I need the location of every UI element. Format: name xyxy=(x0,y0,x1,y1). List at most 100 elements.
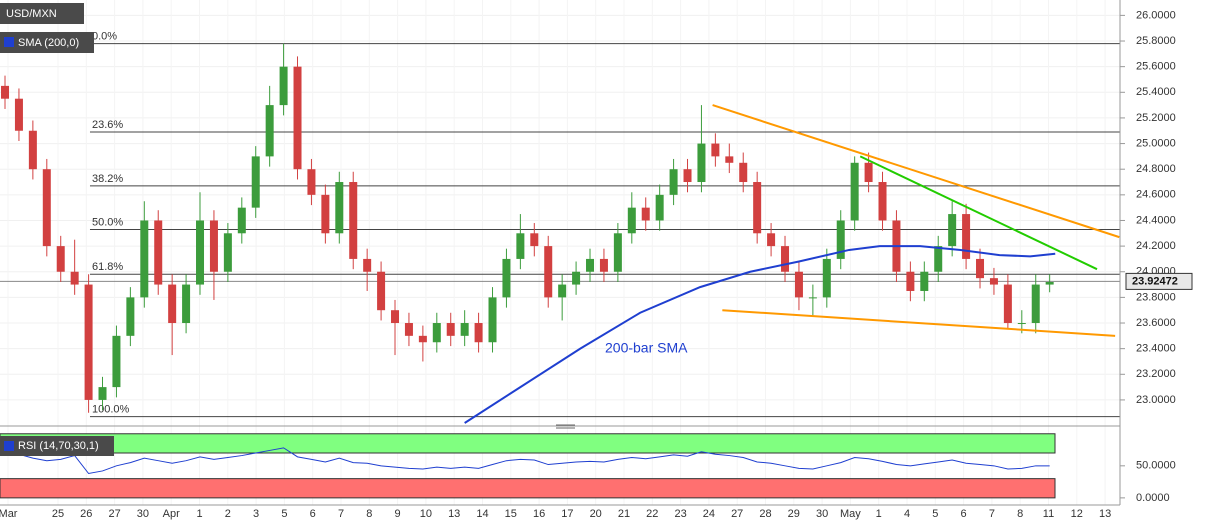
candle-body xyxy=(767,233,776,247)
x-tick-label: 27 xyxy=(108,508,120,520)
candle-body xyxy=(808,297,817,299)
y-tick-label: 23.2000 xyxy=(1136,368,1176,380)
x-tick-label: 14 xyxy=(476,508,488,520)
sma-line xyxy=(464,245,1056,424)
fib-label: 23.6% xyxy=(92,119,123,131)
candle-body xyxy=(989,278,998,285)
x-tick-label: 3 xyxy=(253,508,259,520)
x-tick-label: 20 xyxy=(590,508,602,520)
y-tick-label: 25.2000 xyxy=(1136,112,1176,124)
candle-body xyxy=(460,323,469,336)
x-tick-label: 24 xyxy=(703,508,715,520)
candle-body xyxy=(558,284,567,298)
candle-body xyxy=(864,162,873,183)
candle-body xyxy=(711,143,720,157)
candle-body xyxy=(404,323,413,336)
x-tick-label: 30 xyxy=(816,508,828,520)
candle-body xyxy=(725,156,734,163)
candle-body xyxy=(446,323,455,336)
candle-body xyxy=(56,246,65,272)
x-tick-label: 11 xyxy=(1043,508,1054,520)
candle-body xyxy=(697,143,706,183)
candle-body xyxy=(627,207,636,234)
x-tick-label: 8 xyxy=(366,508,372,520)
candle-body xyxy=(126,297,135,336)
x-tick-label: 7 xyxy=(338,508,344,520)
rsi-oversold-band xyxy=(0,478,1056,499)
candle-body xyxy=(530,233,539,247)
candle-body xyxy=(516,233,525,259)
candle-body xyxy=(307,169,316,195)
x-tick-label: 6 xyxy=(310,508,316,520)
x-tick-label: 1 xyxy=(196,508,202,520)
x-tick-label: 2 xyxy=(225,508,231,520)
trendline xyxy=(712,104,1120,239)
candle-body xyxy=(391,310,400,324)
y-tick-label: 23.6000 xyxy=(1136,317,1176,329)
last-price-label: 23.92472 xyxy=(1132,275,1178,287)
fib-label: 100.0% xyxy=(92,403,130,415)
candle-body xyxy=(683,169,692,183)
candle-body xyxy=(474,323,483,343)
candle-body xyxy=(418,335,427,343)
x-tick-label: 21 xyxy=(618,508,630,520)
x-tick-label: 7 xyxy=(989,508,995,520)
candle-body xyxy=(42,169,51,247)
trendline xyxy=(859,155,1098,271)
candle-body xyxy=(822,258,831,298)
grid xyxy=(0,0,1120,505)
candle-body xyxy=(794,271,803,298)
candle-body xyxy=(1,85,10,99)
x-tick-label: 8 xyxy=(1017,508,1023,520)
candle-body xyxy=(70,271,79,285)
candle-body xyxy=(349,182,358,259)
candle-body xyxy=(1017,323,1026,325)
x-tick-label: 27 xyxy=(731,508,743,520)
x-tick-label: 4 xyxy=(904,508,910,520)
candle-body xyxy=(265,105,274,157)
y-tick-label: 50.0000 xyxy=(1136,460,1176,472)
candle-body xyxy=(28,130,37,170)
symbol-box: USD/MXN xyxy=(0,3,84,24)
x-tick-label: 23 xyxy=(674,508,686,520)
y-tick-label: 24.2000 xyxy=(1136,240,1176,252)
candle-body xyxy=(140,220,149,298)
candle-body xyxy=(112,335,121,388)
candle-body xyxy=(84,284,93,400)
y-tick-label: 23.8000 xyxy=(1136,291,1176,303)
x-tick-label: 10 xyxy=(420,508,432,520)
candle-body xyxy=(836,220,845,259)
candle-body xyxy=(669,169,678,195)
y-tick-label: 25.4000 xyxy=(1136,86,1176,98)
candle-body xyxy=(223,233,232,272)
fib-label: 38.2% xyxy=(92,173,123,185)
x-tick-label: 30 xyxy=(137,508,149,520)
candle-body xyxy=(321,194,330,234)
candle-body xyxy=(878,182,887,221)
sma-box: SMA (200,0) xyxy=(0,32,94,53)
candle-body xyxy=(948,214,957,247)
x-tick-label: Mar xyxy=(0,508,18,520)
plot: 0.0% 23.6% 38.2% 50.0% 61.8% 100.0% 200-bar SM… xyxy=(0,30,1120,424)
candle-body xyxy=(335,182,344,234)
candle-body xyxy=(168,284,177,324)
x-tick-label: 25 xyxy=(52,508,64,520)
candle-body xyxy=(641,207,650,221)
last-price-box xyxy=(1125,272,1193,290)
candle-body xyxy=(753,182,762,234)
candle-body xyxy=(196,220,205,285)
fib-label: 61.8% xyxy=(92,261,123,273)
candle-body xyxy=(377,271,386,311)
x-tick-label: 6 xyxy=(961,508,967,520)
rsi-legend: RSI (14,70,30,1) xyxy=(18,440,99,452)
trendline xyxy=(722,309,1116,337)
candle-body xyxy=(1003,284,1012,324)
candle-body xyxy=(962,214,971,259)
candle-body xyxy=(544,246,553,298)
candle-body xyxy=(599,258,608,272)
x-tick-label: 22 xyxy=(646,508,658,520)
candle-body xyxy=(363,258,372,272)
candle-body xyxy=(781,246,790,272)
y-tick-label: 23.0000 xyxy=(1136,394,1176,406)
